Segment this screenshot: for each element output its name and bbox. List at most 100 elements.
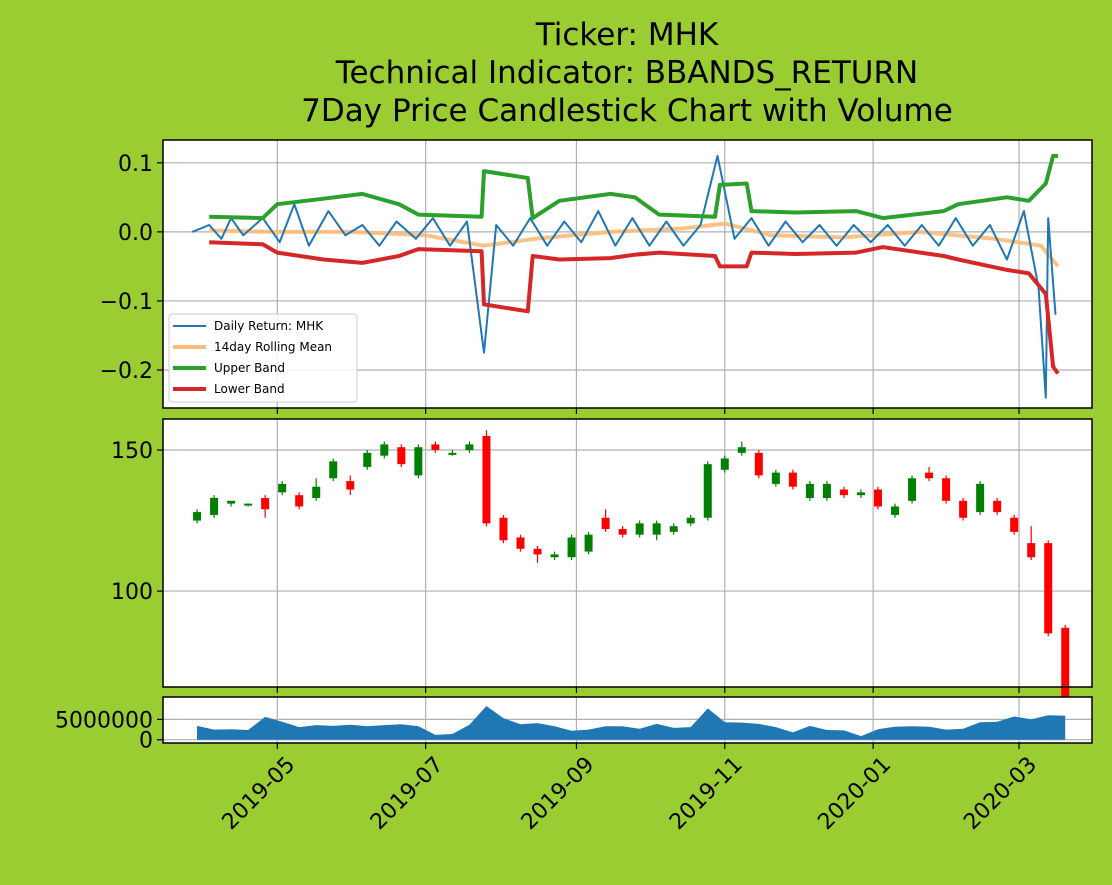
legend-item-daily-return: Daily Return: MHK bbox=[173, 319, 324, 333]
candle bbox=[329, 458, 338, 482]
volume-panel-frame bbox=[162, 696, 1093, 744]
candle-body bbox=[193, 512, 202, 521]
candle bbox=[499, 514, 508, 544]
price-y-tick-label: 150 bbox=[111, 439, 153, 464]
candle bbox=[942, 475, 951, 504]
x-tick-label: 2019-11 bbox=[665, 752, 748, 835]
indicator-series bbox=[191, 153, 1060, 399]
candle-body bbox=[959, 500, 968, 518]
candle-body bbox=[227, 500, 236, 504]
candle bbox=[976, 481, 985, 515]
volume-area bbox=[197, 706, 1066, 740]
candle bbox=[601, 509, 610, 532]
candle-body bbox=[533, 548, 542, 555]
candle bbox=[1010, 514, 1019, 535]
candle-body bbox=[1027, 543, 1036, 558]
candle bbox=[414, 444, 423, 479]
candle bbox=[261, 495, 270, 518]
candle-body bbox=[397, 447, 406, 465]
price-y-tick-label: 100 bbox=[111, 580, 153, 605]
x-tick-label: 2019-05 bbox=[218, 752, 301, 835]
candle-body bbox=[754, 452, 763, 476]
candle-body bbox=[669, 526, 678, 532]
candle-body bbox=[499, 517, 508, 541]
upper-band-line bbox=[209, 153, 1058, 221]
legend-label-lower-band: Lower Band bbox=[214, 382, 285, 396]
candle bbox=[380, 441, 389, 459]
candle-body bbox=[1061, 627, 1070, 704]
candle bbox=[686, 514, 695, 527]
candle bbox=[754, 450, 763, 479]
price-x-tick-marks bbox=[276, 687, 1020, 693]
candle bbox=[465, 441, 474, 453]
candle-body bbox=[993, 500, 1002, 513]
volume-y-tick-label: 0 bbox=[139, 729, 153, 754]
candle-body bbox=[584, 534, 593, 552]
candle-body bbox=[925, 472, 934, 479]
candle-body bbox=[601, 517, 610, 530]
legend: Daily Return: MHK 14day Rolling Mean Upp… bbox=[168, 313, 358, 403]
candle bbox=[669, 523, 678, 535]
candle-body bbox=[686, 517, 695, 524]
candle bbox=[193, 509, 202, 524]
volume-area-fill bbox=[197, 706, 1066, 740]
candle-body bbox=[567, 537, 576, 558]
candle bbox=[856, 489, 865, 498]
chart-title: Ticker: MHK Technical Indicator: BBANDS_… bbox=[301, 17, 953, 129]
lower-band-line bbox=[209, 240, 1060, 375]
daily-return-line bbox=[191, 154, 1057, 399]
candle bbox=[448, 450, 457, 456]
candle bbox=[210, 495, 219, 518]
candle bbox=[584, 531, 593, 555]
candle bbox=[1044, 540, 1053, 637]
candle bbox=[295, 492, 304, 510]
volume-y-tick-label: 5000000 bbox=[55, 708, 153, 733]
candle-body bbox=[720, 458, 729, 470]
indicator-x-tick-marks bbox=[276, 408, 1020, 414]
legend-item-lower-band: Lower Band bbox=[173, 382, 285, 396]
candle bbox=[771, 469, 780, 487]
candle bbox=[822, 481, 831, 501]
candle bbox=[431, 441, 440, 453]
x-tick-label: 2019-09 bbox=[517, 752, 600, 835]
price-panel-frame bbox=[162, 418, 1093, 688]
indicator-panel: 0.1 0.0 −0.1 −0.2 Daily Return: MHK 14day R… bbox=[100, 139, 1093, 414]
candle-body bbox=[976, 483, 985, 513]
legend-label-upper-band: Upper Band bbox=[214, 361, 285, 375]
candle-body bbox=[1044, 543, 1053, 634]
candle bbox=[652, 520, 661, 541]
candle-body bbox=[822, 483, 831, 498]
price-panel-background bbox=[163, 419, 1092, 687]
x-tick-label: 2019-07 bbox=[366, 752, 449, 835]
legend-label-daily-return: Daily Return: MHK bbox=[214, 319, 324, 333]
candle bbox=[788, 469, 797, 490]
price-y-ticks: 150 100 bbox=[111, 439, 163, 605]
candle-body bbox=[771, 472, 780, 484]
legend-label-rolling-mean: 14day Rolling Mean bbox=[214, 340, 332, 354]
candle-body bbox=[482, 435, 491, 524]
candle-body bbox=[873, 489, 882, 507]
candle-body bbox=[942, 478, 951, 501]
candle bbox=[737, 441, 746, 456]
candle bbox=[635, 520, 644, 538]
candle-body bbox=[908, 478, 917, 501]
title-line-2: Technical Indicator: BBANDS_RETURN bbox=[335, 55, 918, 91]
candle bbox=[618, 526, 627, 538]
indicator-y-tick-label: 0.0 bbox=[118, 221, 153, 246]
candle bbox=[397, 444, 406, 467]
candle-body bbox=[346, 481, 355, 490]
indicator-y-tick-label: 0.1 bbox=[118, 152, 153, 177]
legend-box bbox=[168, 313, 358, 403]
candle-body bbox=[737, 447, 746, 453]
candle-body bbox=[380, 444, 389, 456]
candle bbox=[1027, 526, 1036, 561]
candle-body bbox=[329, 461, 338, 479]
candle bbox=[839, 486, 848, 498]
indicator-y-ticks: 0.1 0.0 −0.1 −0.2 bbox=[100, 152, 163, 384]
candle bbox=[533, 545, 542, 563]
candle bbox=[550, 551, 559, 561]
candle bbox=[993, 497, 1002, 515]
